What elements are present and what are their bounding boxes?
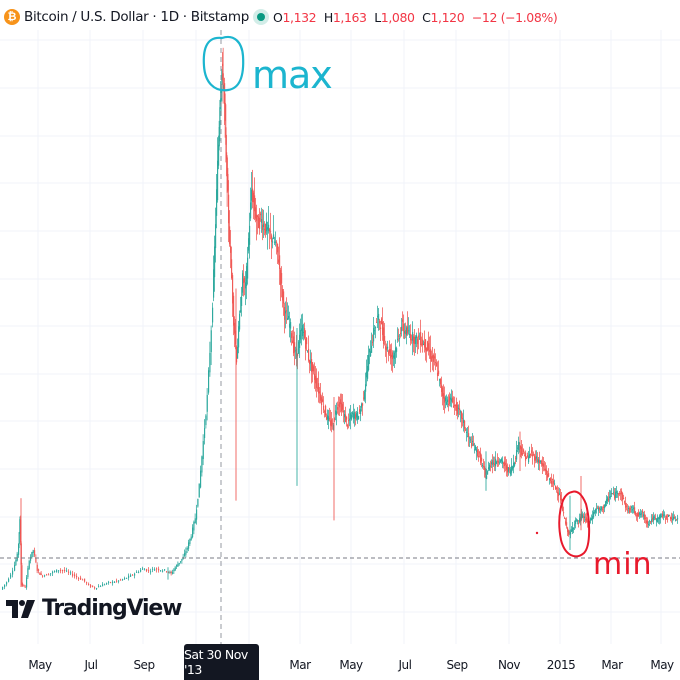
- max-circle-drawing: [202, 35, 245, 92]
- crosshair: [0, 30, 680, 644]
- candlestick-series: [2, 47, 679, 591]
- bitcoin-icon: ₿: [4, 9, 20, 25]
- time-axis-tick: Mar: [601, 658, 623, 672]
- change-value: −12 (−1.08%): [471, 9, 558, 25]
- open-key: O: [273, 9, 283, 25]
- high-value: 1,163: [332, 9, 367, 25]
- low-key: L: [374, 9, 381, 25]
- market-status-dot-icon[interactable]: [257, 13, 265, 21]
- tradingview-logo-icon: [6, 599, 35, 618]
- time-axis-tick: 2015: [546, 658, 576, 672]
- high-key: H: [323, 9, 333, 25]
- max-annotation[interactable]: max: [202, 35, 333, 97]
- time-axis-tick: Sep: [133, 658, 155, 672]
- symbol-header: ₿ Bitcoin / U.S. Dollar · 1D · Bitstamp …: [0, 0, 680, 34]
- price-chart-canvas[interactable]: max min: [0, 0, 680, 644]
- min-annotation[interactable]: min: [535, 490, 653, 583]
- tradingview-logo[interactable]: TradingView: [6, 596, 182, 621]
- time-axis[interactable]: May Jul Sep Mar May Jul Sep Nov 2015 Mar May: [0, 644, 680, 680]
- time-axis-tick: Nov: [498, 658, 520, 672]
- time-axis-tick: Jul: [84, 658, 98, 672]
- tradingview-logo-text: TradingView: [42, 596, 182, 621]
- drawing-annotations: max min: [202, 35, 653, 583]
- close-value: 1,120: [430, 9, 465, 25]
- close-key: C: [422, 9, 431, 25]
- time-axis-tick: Jul: [398, 658, 412, 672]
- open-value: 1,132: [282, 9, 317, 25]
- low-value: 1,080: [380, 9, 415, 25]
- time-axis-tick: May: [650, 658, 674, 672]
- time-axis-tick: Mar: [289, 658, 311, 672]
- stray-dot: [535, 531, 539, 535]
- chart-grid: [0, 30, 680, 644]
- ohlc-values: O1,132 H1,163 L1,080 C1,120 −12 (−1.08%): [273, 9, 558, 25]
- max-label: max: [252, 53, 332, 97]
- symbol-title[interactable]: Bitcoin / U.S. Dollar · 1D · Bitstamp: [24, 9, 249, 25]
- min-label: min: [593, 547, 653, 582]
- time-axis-tick: May: [339, 658, 363, 672]
- time-axis-tick: May: [28, 658, 52, 672]
- time-axis-tick: Sep: [446, 658, 468, 672]
- crosshair-date-label: Sat 30 Nov '13: [184, 644, 259, 680]
- min-circle-drawing: [558, 490, 591, 558]
